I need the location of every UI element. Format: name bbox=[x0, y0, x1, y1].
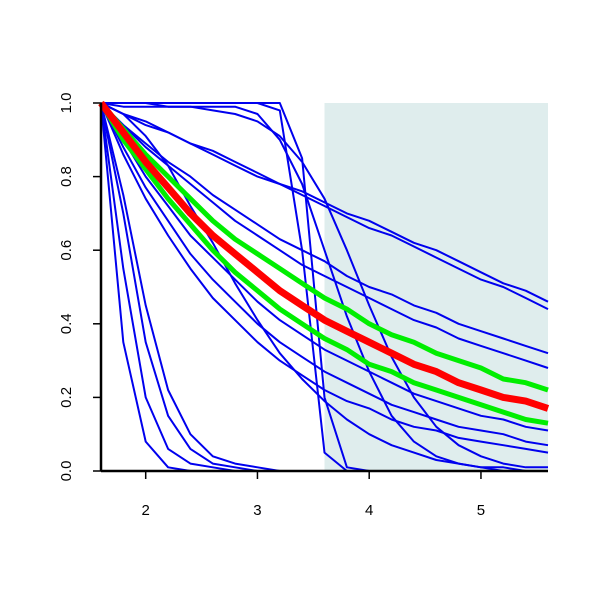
y-tick-label: 1.0 bbox=[58, 93, 75, 114]
x-tick-label: 5 bbox=[477, 502, 485, 519]
curve bbox=[100, 102, 549, 454]
curve bbox=[98, 100, 550, 412]
curve bbox=[100, 102, 548, 472]
y-tick-label: 0.6 bbox=[58, 240, 75, 261]
y-tick-label: 0.4 bbox=[58, 313, 75, 334]
curve bbox=[100, 102, 549, 355]
curve bbox=[98, 101, 549, 426]
curve bbox=[99, 101, 549, 393]
y-tick-label: 0.0 bbox=[58, 461, 75, 482]
x-tick-label: 3 bbox=[253, 502, 261, 519]
curve bbox=[100, 102, 549, 432]
y-tick-label: 0.8 bbox=[58, 166, 75, 187]
x-tick-label: 4 bbox=[365, 502, 373, 519]
curve bbox=[100, 102, 549, 310]
y-tick-label: 0.2 bbox=[58, 387, 75, 408]
curve bbox=[101, 102, 548, 469]
x-tick-label: 2 bbox=[142, 502, 150, 519]
curve bbox=[100, 102, 549, 447]
curve bbox=[100, 102, 549, 369]
